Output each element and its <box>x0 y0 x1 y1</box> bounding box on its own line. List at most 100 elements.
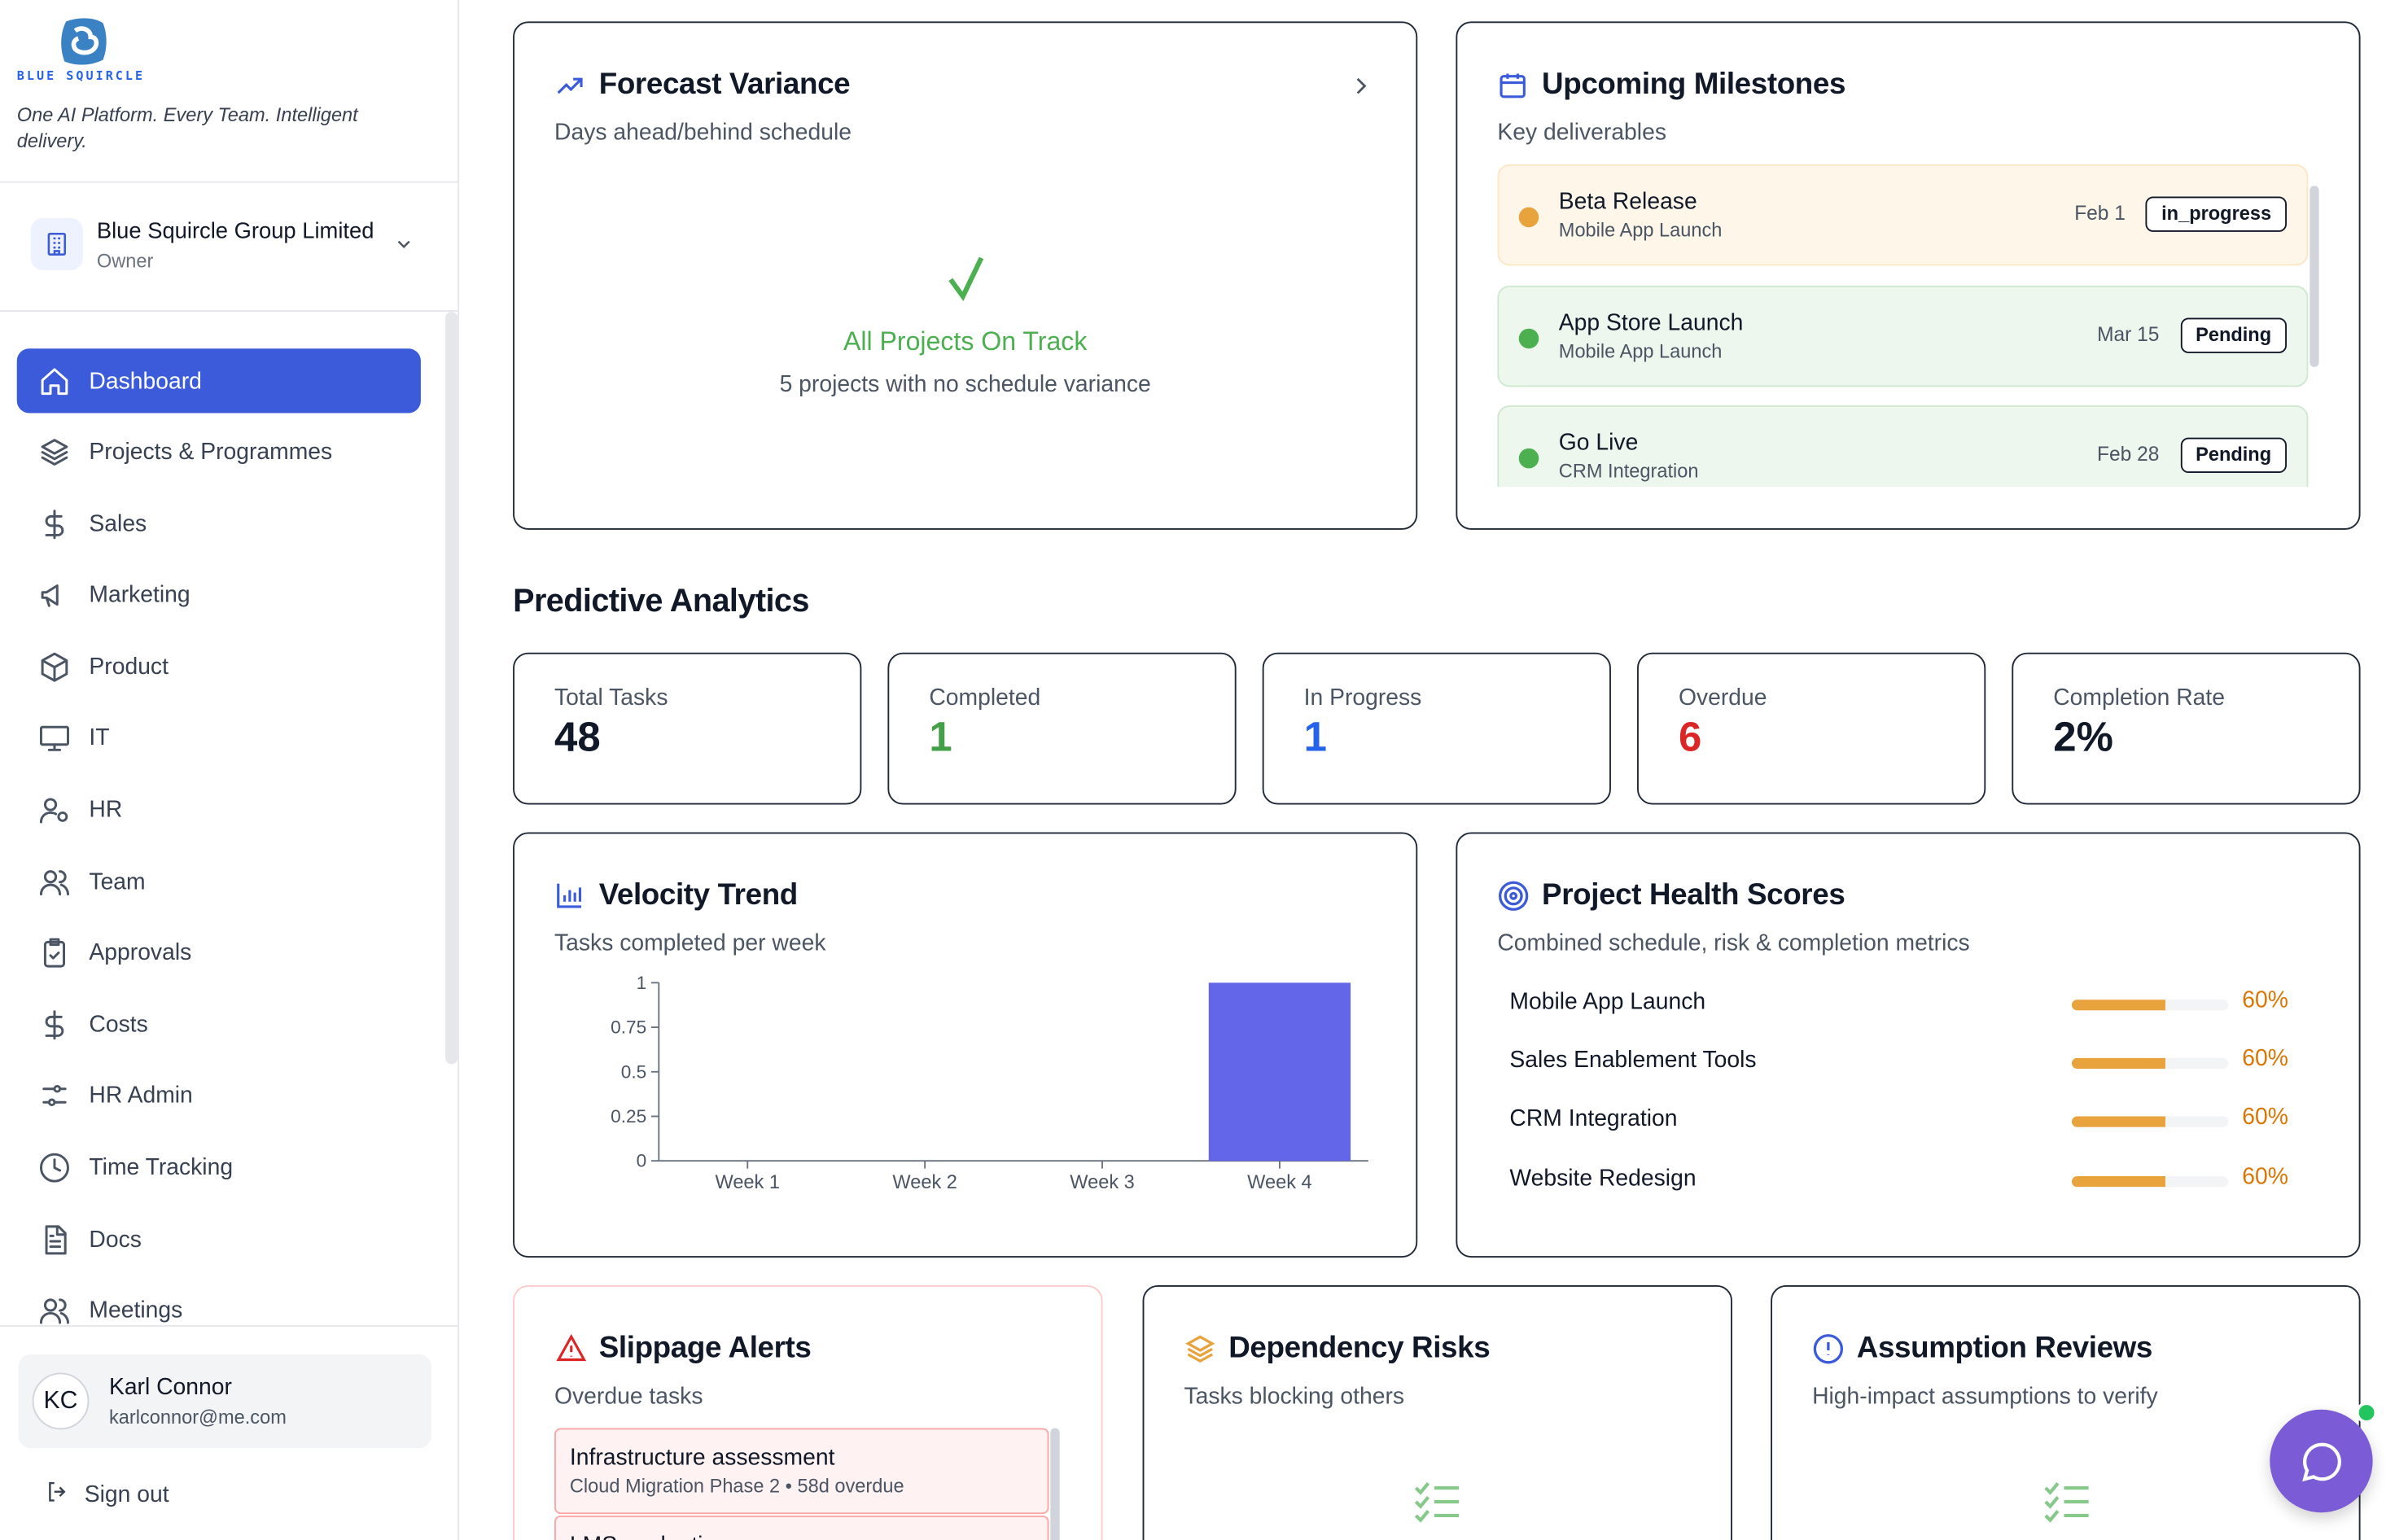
alert-item[interactable]: LMS evaluation <box>554 1515 1049 1540</box>
milestone-scrollbar[interactable] <box>2309 186 2319 367</box>
health-score-value: 60% <box>2242 1105 2288 1131</box>
layers-icon <box>37 435 71 470</box>
health-score-value: 60% <box>2242 1046 2288 1073</box>
trending-up-icon <box>554 72 585 107</box>
alert-task-name: LMS evaluation <box>570 1533 729 1540</box>
stat-label: Total Tasks <box>554 685 668 711</box>
health-score-value: 60% <box>2242 987 2288 1014</box>
milestone-name: Beta Release <box>1558 189 1697 216</box>
alerts-scrollbar[interactable] <box>1050 1428 1060 1540</box>
user-profile-card[interactable]: KC Karl Connor karlconnor@me.com <box>18 1354 432 1448</box>
sidebar-item-approvals[interactable]: Approvals <box>17 921 421 985</box>
org-role: Owner <box>96 250 154 272</box>
dollar-icon <box>37 507 71 541</box>
velocity-trend-card: Velocity Trend Tasks completed per week … <box>513 832 1418 1258</box>
x-tick-label: Week 1 <box>715 1171 780 1192</box>
sidebar-item-time-tracking[interactable]: Time Tracking <box>17 1135 421 1200</box>
sidebar-item-hr-admin[interactable]: HR Admin <box>17 1064 421 1128</box>
health-score-row: Website Redesign 60% <box>1509 1162 2308 1198</box>
milestone-item[interactable]: Go Live CRM Integration Feb 28 Pending <box>1497 405 2309 488</box>
sidebar-item-dashboard[interactable]: Dashboard <box>16 348 421 413</box>
users-icon <box>37 1294 71 1328</box>
org-switcher[interactable]: Blue Squircle Group Limited Owner <box>30 215 430 276</box>
y-tick-label: 0 <box>637 1151 647 1171</box>
card-subtitle: Overdue tasks <box>554 1383 703 1410</box>
divider <box>0 181 458 183</box>
sidebar-item-meetings[interactable]: Meetings <box>17 1279 421 1343</box>
user-gear-icon <box>37 793 71 827</box>
dependency-risks-card: Dependency Risks Tasks blocking others <box>1142 1285 1732 1540</box>
sidebar-item-product[interactable]: Product <box>17 635 421 699</box>
sidebar-item-hr[interactable]: HR <box>17 778 421 842</box>
x-tick-label: Week 4 <box>1247 1171 1312 1192</box>
check-icon <box>514 253 1416 310</box>
sidebar-item-projects-programmes[interactable]: Projects & Programmes <box>17 420 421 484</box>
card-subtitle: Tasks blocking others <box>1184 1383 1405 1410</box>
x-tick-label: Week 3 <box>1070 1171 1135 1192</box>
status-dot <box>1518 327 1539 348</box>
card-title: Upcoming Milestones <box>1542 68 1846 102</box>
stat-label: Overdue <box>1678 685 1767 711</box>
sidebar-item-label: Dashboard <box>89 367 202 394</box>
monitor-icon <box>37 722 71 756</box>
squircle-logo-icon <box>61 18 107 65</box>
milestone-date: Feb 28 <box>2097 442 2160 466</box>
card-title: Velocity Trend <box>598 878 799 912</box>
alert-task-name: Infrastructure assessment <box>569 1445 835 1472</box>
health-score-value: 60% <box>2242 1163 2288 1190</box>
chevron-right-icon[interactable] <box>1348 72 1373 107</box>
sidebar-item-team[interactable]: Team <box>17 850 421 914</box>
sidebar-item-label: Product <box>89 654 169 680</box>
sign-out-icon <box>45 1479 71 1512</box>
org-name: Blue Squircle Group Limited <box>96 219 374 244</box>
y-tick-label: 0.25 <box>611 1106 646 1127</box>
card-subtitle: Tasks completed per week <box>554 930 826 957</box>
health-score-bar <box>2071 1175 2229 1187</box>
alert-circle-icon <box>1812 1332 1845 1372</box>
stat-value: 1 <box>1303 714 1327 760</box>
chat-button[interactable] <box>2270 1409 2373 1513</box>
alert-item[interactable]: Infrastructure assessment Cloud Migration… <box>554 1428 1049 1515</box>
sidebar-item-marketing[interactable]: Marketing <box>17 563 421 628</box>
sidebar-scrollbar[interactable] <box>445 311 458 1065</box>
warning-triangle-icon <box>554 1332 589 1371</box>
status-dot <box>1518 448 1539 469</box>
sidebar: BLUE SQUIRCLE One AI Platform. Every Tea… <box>0 0 460 1540</box>
sidebar-item-label: Team <box>89 868 146 895</box>
box-icon <box>37 650 71 685</box>
status-badge: Pending <box>2180 437 2287 474</box>
on-track-status: All Projects On Track <box>843 326 1088 357</box>
card-title: Forecast Variance <box>598 68 851 102</box>
user-name: Karl Connor <box>108 1374 232 1401</box>
clock-icon <box>37 1151 71 1185</box>
stat-label: In Progress <box>1303 685 1422 711</box>
sidebar-item-label: Sales <box>89 510 147 537</box>
sidebar-item-label: HR <box>89 797 123 824</box>
sidebar-item-label: IT <box>89 725 110 752</box>
sidebar-item-sales[interactable]: Sales <box>17 492 421 556</box>
milestone-item[interactable]: App Store Launch Mobile App Launch Mar 15 P… <box>1497 284 2309 387</box>
sign-out-label: Sign out <box>84 1481 169 1508</box>
sidebar-item-label: Docs <box>89 1226 142 1253</box>
building-icon <box>30 217 83 271</box>
milestone-item[interactable]: Beta Release Mobile App Launch Feb 1 in_pro… <box>1497 164 2309 266</box>
sign-out-button[interactable]: Sign out <box>45 1479 169 1512</box>
milestone-project: Mobile App Launch <box>1558 339 1723 362</box>
stat-label: Completed <box>929 685 1041 711</box>
stat-card-completed: Completed 1 <box>887 652 1237 805</box>
divider <box>0 310 458 312</box>
stat-card-in-progress: In Progress 1 <box>1262 652 1611 805</box>
sidebar-item-costs[interactable]: Costs <box>17 992 421 1057</box>
card-title: Slippage Alerts <box>598 1331 812 1366</box>
sidebar-item-docs[interactable]: Docs <box>17 1207 421 1271</box>
brand-logo[interactable]: BLUE SQUIRCLE <box>17 15 155 90</box>
assumption-reviews-card: Assumption Reviews High-impact assumptio… <box>1771 1285 2361 1540</box>
card-subtitle: Key deliverables <box>1497 120 1666 147</box>
avatar: KC <box>32 1372 90 1430</box>
users-icon <box>37 864 71 899</box>
project-name: Mobile App Launch <box>1509 988 1706 1015</box>
milestone-date: Feb 1 <box>2074 201 2126 225</box>
sidebar-item-it[interactable]: IT <box>17 707 421 771</box>
stat-card-overdue: Overdue 6 <box>1637 652 1986 805</box>
layers-icon <box>1184 1332 1216 1372</box>
